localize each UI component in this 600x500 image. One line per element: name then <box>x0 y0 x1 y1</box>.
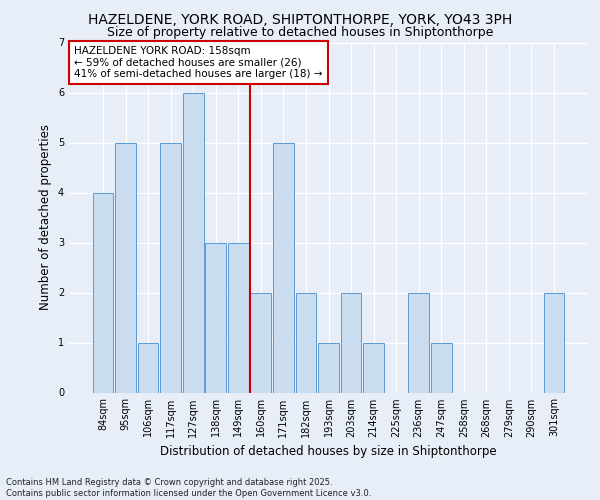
Bar <box>115 142 136 392</box>
Bar <box>296 292 316 392</box>
Bar <box>273 142 294 392</box>
Bar <box>341 292 361 392</box>
Y-axis label: Number of detached properties: Number of detached properties <box>40 124 52 310</box>
Bar <box>92 192 113 392</box>
Bar <box>250 292 271 392</box>
Text: Size of property relative to detached houses in Shiptonthorpe: Size of property relative to detached ho… <box>107 26 493 39</box>
Bar <box>544 292 565 392</box>
Bar <box>183 92 203 393</box>
Bar <box>205 242 226 392</box>
Bar <box>137 342 158 392</box>
Bar <box>409 292 429 392</box>
Text: Contains HM Land Registry data © Crown copyright and database right 2025.
Contai: Contains HM Land Registry data © Crown c… <box>6 478 371 498</box>
Bar <box>160 142 181 392</box>
Bar <box>363 342 384 392</box>
Bar <box>228 242 248 392</box>
Text: HAZELDENE YORK ROAD: 158sqm
← 59% of detached houses are smaller (26)
41% of sem: HAZELDENE YORK ROAD: 158sqm ← 59% of det… <box>74 46 323 79</box>
Text: HAZELDENE, YORK ROAD, SHIPTONTHORPE, YORK, YO43 3PH: HAZELDENE, YORK ROAD, SHIPTONTHORPE, YOR… <box>88 12 512 26</box>
Bar <box>318 342 339 392</box>
X-axis label: Distribution of detached houses by size in Shiptonthorpe: Distribution of detached houses by size … <box>160 445 497 458</box>
Bar <box>431 342 452 392</box>
